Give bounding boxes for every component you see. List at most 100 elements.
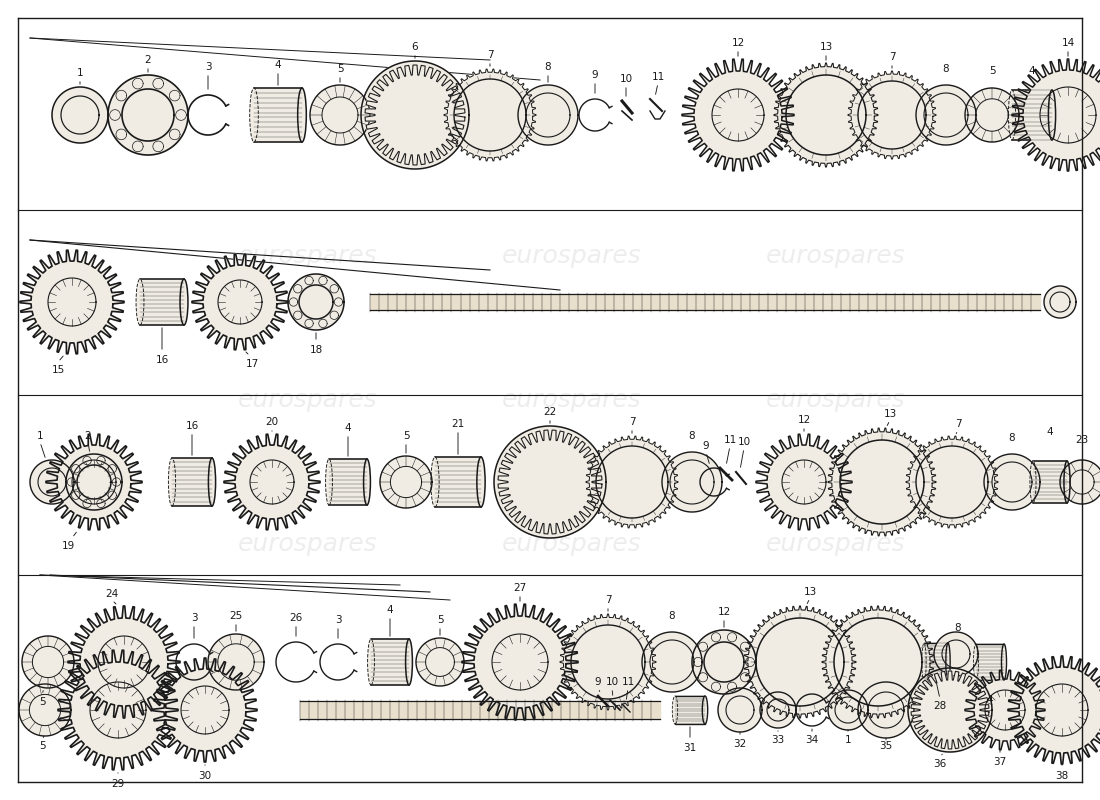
Text: eurospares: eurospares: [239, 532, 377, 556]
Text: 8: 8: [669, 611, 675, 621]
Text: 15: 15: [52, 365, 65, 375]
Text: 5: 5: [39, 741, 45, 751]
Polygon shape: [934, 632, 978, 676]
Text: 19: 19: [62, 541, 75, 551]
Text: 4: 4: [1047, 427, 1054, 437]
Ellipse shape: [477, 457, 485, 507]
Text: 11: 11: [651, 72, 664, 82]
Bar: [434, 457, 481, 507]
Text: 21: 21: [451, 419, 464, 429]
Polygon shape: [58, 650, 178, 770]
Polygon shape: [586, 436, 678, 528]
Ellipse shape: [672, 696, 678, 724]
Polygon shape: [288, 274, 344, 330]
Text: 30: 30: [198, 771, 211, 781]
Text: 3: 3: [190, 613, 197, 623]
Text: 25: 25: [230, 611, 243, 621]
Polygon shape: [822, 606, 934, 718]
Text: 12: 12: [717, 607, 730, 617]
Text: 8: 8: [689, 431, 695, 441]
Polygon shape: [908, 668, 992, 752]
Polygon shape: [379, 456, 432, 508]
Text: 8: 8: [544, 62, 551, 72]
Polygon shape: [906, 436, 998, 528]
Ellipse shape: [136, 279, 144, 325]
Text: 36: 36: [934, 759, 947, 769]
Polygon shape: [692, 630, 756, 694]
Text: 2: 2: [145, 55, 152, 65]
Polygon shape: [208, 634, 264, 690]
Text: 20: 20: [265, 417, 278, 427]
Text: 17: 17: [245, 359, 258, 369]
Polygon shape: [642, 632, 702, 692]
Polygon shape: [30, 460, 74, 504]
Text: eurospares: eurospares: [503, 244, 641, 268]
Polygon shape: [858, 682, 914, 738]
Text: 4: 4: [387, 605, 394, 615]
Bar: [140, 279, 184, 325]
Polygon shape: [965, 88, 1019, 142]
Polygon shape: [19, 684, 72, 736]
Text: 34: 34: [805, 735, 818, 745]
Text: eurospares: eurospares: [503, 388, 641, 412]
Text: 4: 4: [987, 695, 993, 705]
Text: 1: 1: [77, 68, 84, 78]
Text: 26: 26: [289, 613, 302, 623]
Text: 6: 6: [411, 42, 418, 52]
Ellipse shape: [702, 696, 707, 724]
Ellipse shape: [974, 644, 979, 680]
Text: 7: 7: [486, 50, 493, 60]
Text: eurospares: eurospares: [239, 244, 377, 268]
Ellipse shape: [250, 88, 258, 142]
Text: 4: 4: [344, 423, 351, 433]
Polygon shape: [224, 434, 320, 530]
Ellipse shape: [946, 643, 950, 681]
Bar: [924, 643, 948, 681]
Text: 1: 1: [845, 735, 851, 745]
Polygon shape: [68, 606, 180, 718]
Polygon shape: [718, 688, 762, 732]
Polygon shape: [498, 430, 602, 534]
Ellipse shape: [431, 457, 439, 507]
Text: 23: 23: [1076, 435, 1089, 445]
Polygon shape: [192, 254, 288, 350]
Text: 16: 16: [186, 421, 199, 431]
Text: 9: 9: [595, 677, 602, 687]
Text: 7: 7: [889, 52, 895, 62]
Text: 33: 33: [771, 735, 784, 745]
Text: 11: 11: [621, 677, 635, 687]
Text: 24: 24: [106, 589, 119, 599]
Text: 14: 14: [1062, 38, 1075, 48]
Polygon shape: [365, 65, 465, 165]
Polygon shape: [518, 85, 578, 145]
Ellipse shape: [1048, 90, 1056, 140]
Polygon shape: [444, 69, 536, 161]
Text: 16: 16: [155, 355, 168, 365]
Bar: [329, 459, 367, 505]
Polygon shape: [52, 87, 108, 143]
Text: 29: 29: [111, 779, 124, 789]
Bar: [371, 639, 409, 685]
Text: 18: 18: [309, 345, 322, 355]
Polygon shape: [416, 638, 464, 686]
Polygon shape: [828, 690, 868, 730]
Polygon shape: [361, 61, 469, 169]
Text: 2: 2: [85, 431, 91, 441]
Polygon shape: [916, 85, 976, 145]
Polygon shape: [756, 434, 852, 530]
Ellipse shape: [1030, 461, 1036, 503]
Polygon shape: [744, 606, 856, 718]
Polygon shape: [66, 454, 122, 510]
Text: 7: 7: [955, 419, 961, 429]
Text: 28: 28: [934, 701, 947, 711]
Polygon shape: [760, 692, 796, 728]
Text: 35: 35: [879, 741, 892, 751]
Text: 5: 5: [989, 66, 996, 76]
Text: 32: 32: [734, 739, 747, 749]
Text: 9: 9: [703, 441, 710, 451]
Text: eurospares: eurospares: [767, 244, 905, 268]
Polygon shape: [1012, 59, 1100, 171]
Text: 13: 13: [803, 587, 816, 597]
Text: 9: 9: [592, 70, 598, 80]
Text: 10: 10: [605, 677, 618, 687]
